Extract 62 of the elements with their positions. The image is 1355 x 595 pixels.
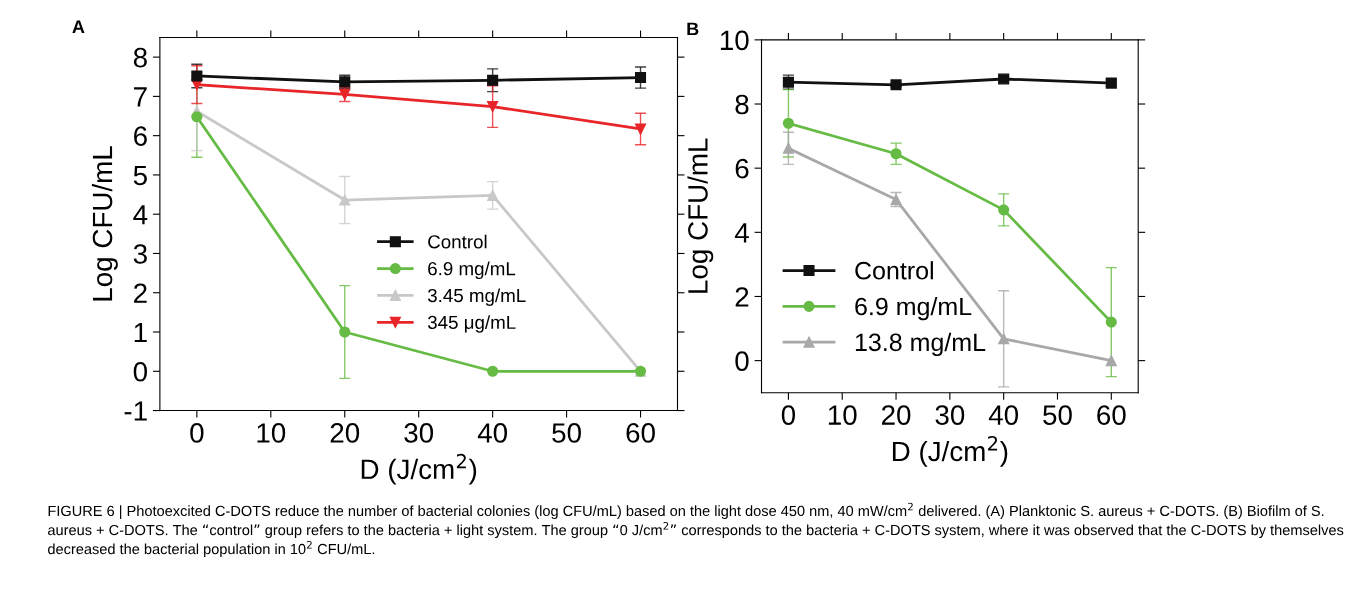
x-tick-label: 10: [828, 405, 857, 425]
point: [339, 194, 351, 206]
point: [634, 71, 647, 84]
x-axis-title: D (J/cm$^{2}$): [361, 453, 477, 485]
y-tick-label: 2: [735, 287, 749, 307]
y-tick-label: 0: [133, 361, 147, 382]
point: [487, 74, 499, 86]
point: [1105, 355, 1117, 367]
point: [998, 204, 1010, 216]
y-tick-label: 1: [134, 322, 147, 343]
x-tick-label: 60: [626, 423, 655, 443]
legend-label: Control: [428, 234, 487, 249]
x-tick-label: 30: [404, 423, 434, 443]
y-tick-label: 7: [134, 87, 147, 107]
x-axis-title: D (J/cm$^{2}$): [892, 435, 1008, 467]
y-axis-title: Log CFU/mL: [687, 138, 714, 293]
x-tick-label: 20: [881, 405, 911, 425]
point: [890, 79, 902, 91]
x-tick-label: 50: [552, 423, 581, 443]
x-tick-label: 10: [257, 423, 286, 443]
x-tick-label: 40: [988, 405, 1019, 425]
point: [487, 365, 499, 377]
x-tick-label: 0: [781, 405, 796, 425]
x-tick-label: 30: [935, 405, 965, 425]
y-tick-label: 8: [133, 47, 147, 68]
legend-label: 3.45 mg/mL: [427, 288, 526, 306]
point: [634, 123, 647, 135]
point: [487, 189, 499, 201]
point: [487, 101, 499, 113]
y-tick-label: 0: [735, 351, 749, 371]
y-axis-title: Log CFU/mL: [91, 146, 118, 301]
y-tick-label: 4: [133, 205, 148, 225]
legend-label: 6.9 mg/mL: [428, 261, 516, 280]
legend-label: 6.9 mg/mL: [855, 296, 972, 321]
point: [1105, 316, 1117, 328]
point: [998, 333, 1010, 345]
text: FIGURE 6 | Photoexcited C-DOTS reduce the number of bacterial colonies (log CFU/mL) based on the light dose 450 nm, 40 mW/cm$^{2}$ delivered. (A) Planktonic S. aureus + C-DOTS. (B) Biofilm of S. aureus + C-DOTS. The “control” group refers to the bacteria + light system. The group “0 J/cm$^{2}$” corresponds to the bacteria + C-DOTS system, where it was observed that the C-DOTS by themselves decreased the bacterial population in 10$^{2}$ CFU/mL.: [48, 502, 1344, 558]
x-tick-label: 50: [1043, 405, 1072, 425]
legend-label: Control: [855, 261, 933, 280]
legend-label: 345 μg/mL: [427, 315, 516, 333]
x-tick-label: 40: [477, 423, 507, 443]
x-tick-label: 20: [330, 423, 360, 443]
point: [191, 111, 203, 123]
y-tick-label: 4: [734, 223, 749, 243]
y-tick-label: -1: [124, 401, 147, 421]
chart-title: B: [687, 22, 699, 36]
point: [782, 117, 794, 129]
y-tick-label: 6: [134, 126, 147, 146]
x-tick-label: 0: [190, 423, 204, 443]
y-tick-label: 3: [133, 244, 147, 264]
point: [339, 326, 351, 338]
y-tick-label: 10: [720, 30, 749, 51]
legend-label: 13.8 mg/mL: [855, 332, 986, 357]
chart-title: A: [72, 20, 85, 33]
y-tick-label: 2: [134, 283, 147, 303]
y-tick-label: 6: [735, 158, 749, 179]
point: [890, 148, 902, 160]
y-tick-label: 5: [133, 165, 147, 186]
point: [782, 142, 794, 154]
point: [191, 70, 203, 82]
y-tick-label: 8: [735, 94, 749, 115]
x-tick-label: 60: [1097, 405, 1126, 425]
